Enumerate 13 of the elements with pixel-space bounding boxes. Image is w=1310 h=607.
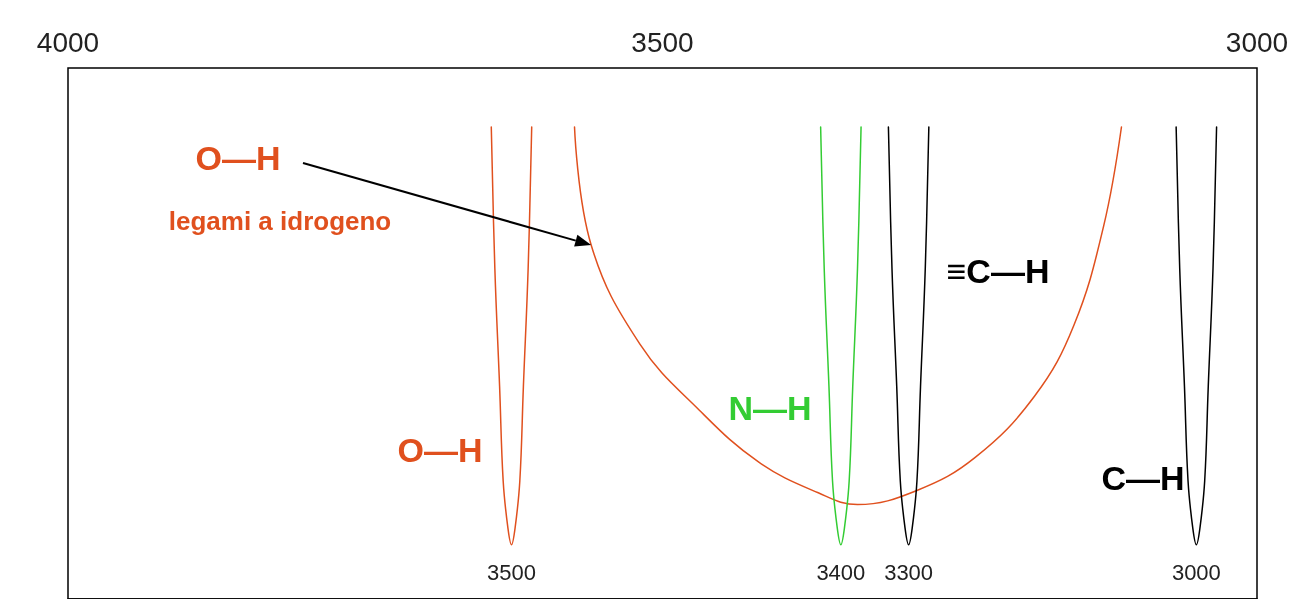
- series-label: N—H: [728, 389, 812, 427]
- text: O—H: [195, 139, 281, 177]
- series-label: C—H: [1101, 459, 1185, 497]
- x-tick-label: 3500: [631, 26, 694, 58]
- annotation: 3000: [1171, 560, 1221, 586]
- x-tick-label: 3000: [1225, 26, 1289, 58]
- series-label: O—H: [397, 431, 483, 469]
- annotation: 3500: [487, 560, 536, 586]
- annotation: 3300: [884, 560, 934, 586]
- series-label: ≡C—H: [946, 252, 1050, 290]
- annotation: legami a idrogeno: [168, 206, 392, 236]
- annotation: 3400: [816, 560, 866, 586]
- x-tick-label: 4000: [36, 26, 100, 58]
